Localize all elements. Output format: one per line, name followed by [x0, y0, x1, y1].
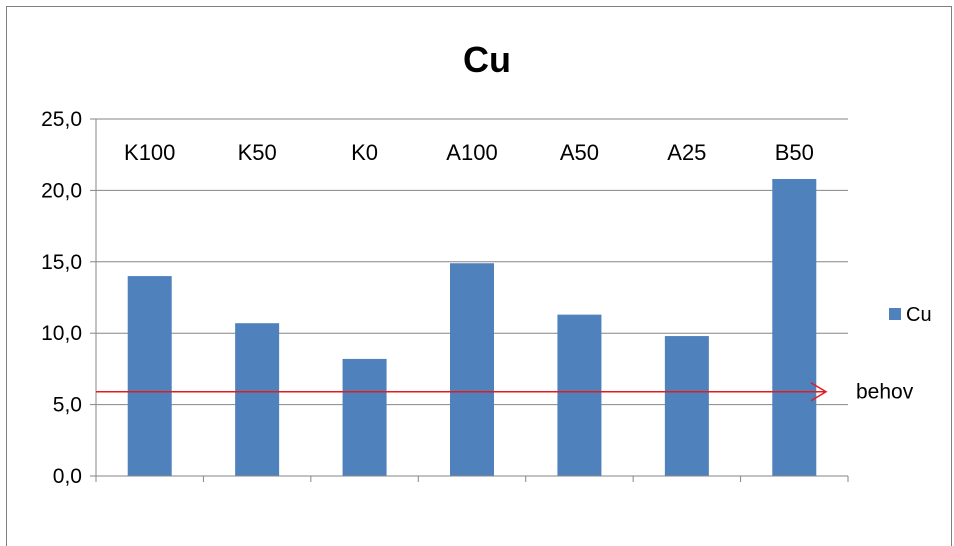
bar — [235, 323, 280, 476]
y-tick-label: 0,0 — [53, 465, 82, 488]
bar — [557, 314, 602, 476]
y-axis: 0,0 5,0 10,0 15,0 20,0 25,0 — [41, 108, 97, 488]
category-label: K100 — [124, 140, 175, 165]
bar — [342, 358, 387, 476]
category-label: A100 — [446, 140, 497, 165]
category-labels: K100 K50 K0 A100 A50 A25 B50 — [124, 140, 814, 165]
chart-frame — [6, 6, 952, 546]
reference-line-group: behov — [96, 381, 914, 404]
reference-arrowhead — [810, 382, 828, 402]
category-label: A50 — [560, 140, 599, 165]
category-label: A25 — [667, 140, 706, 165]
bar — [664, 336, 709, 476]
x-axis — [95, 475, 849, 482]
bars — [127, 178, 817, 476]
y-tick-label: 10,0 — [41, 322, 82, 345]
legend-swatch — [889, 308, 901, 320]
category-label: K0 — [351, 140, 378, 165]
category-label: B50 — [775, 140, 814, 165]
legend: Cu — [889, 304, 932, 326]
bar — [127, 276, 172, 476]
y-tick-label: 20,0 — [41, 179, 82, 202]
bar — [772, 178, 817, 476]
legend-label: Cu — [906, 304, 932, 326]
bar — [450, 263, 494, 476]
y-tick-label: 15,0 — [41, 251, 82, 274]
y-tick-label: 5,0 — [53, 394, 82, 417]
chart-title: Cu — [463, 39, 511, 80]
reference-line-label: behov — [856, 381, 914, 404]
category-label: K50 — [238, 140, 277, 165]
y-tick-label: 25,0 — [41, 108, 82, 131]
